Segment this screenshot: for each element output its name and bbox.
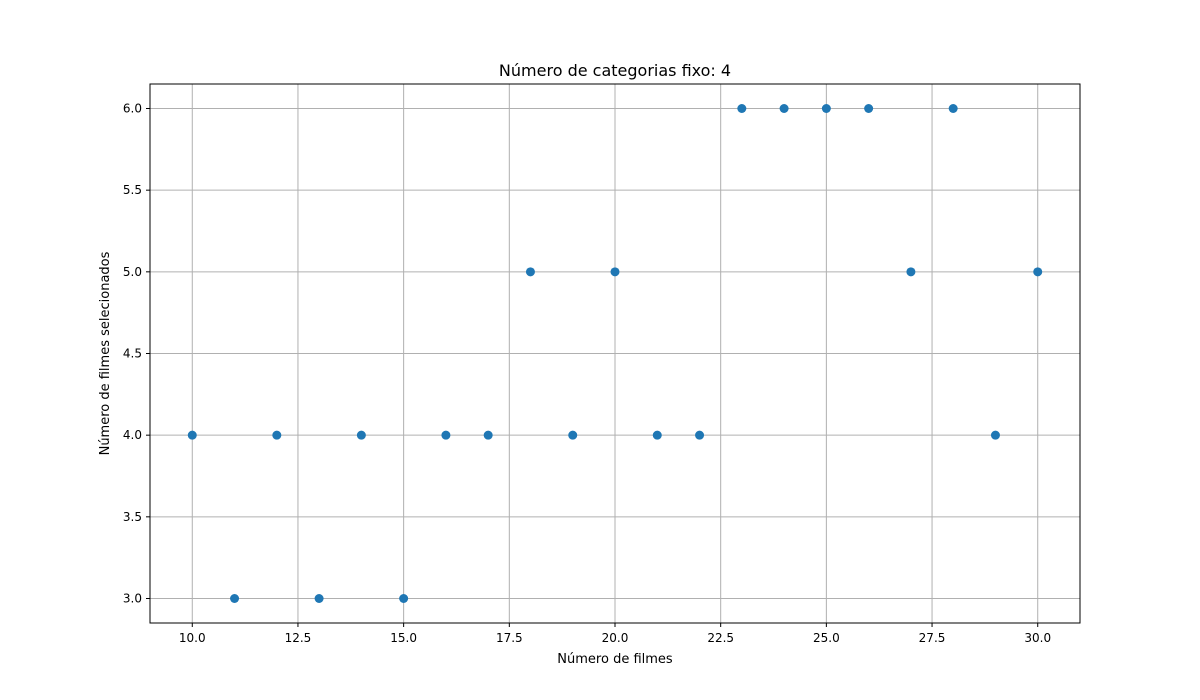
data-point [568,430,578,440]
x-tick-label: 10.0 [179,631,206,645]
y-tick-label: 5.0 [123,265,142,279]
data-point [314,594,324,603]
y-tick-label: 3.5 [123,510,142,524]
x-tick-label: 25.0 [813,631,840,645]
x-tick-label: 30.0 [1024,631,1051,645]
data-point [737,104,747,113]
data-point [610,267,620,277]
data-point [399,594,409,603]
data-point [864,104,874,113]
data-point [525,267,535,277]
data-point [906,267,916,277]
chart-title: Número de categorias fixo: 4 [499,61,731,80]
data-point [483,430,493,440]
data-point [990,430,1000,440]
x-tick-label: 22.5 [707,631,734,645]
y-axis-label: Número de filmes selecionados [98,251,113,455]
y-tick-label: 5.5 [123,183,142,197]
y-tick-label: 6.0 [123,102,142,116]
axis-ticks: 10.0 12.5 15.0 17.5 20.0 22.5 25.0 27.5 30.0 3.0 3… [123,102,1051,646]
y-tick-label: 3.0 [123,592,142,606]
y-tick-label: 4.0 [123,428,142,442]
data-point [187,430,197,440]
y-tick-label: 4.5 [123,347,142,361]
data-point [948,104,958,113]
x-tick-label: 17.5 [496,631,523,645]
x-tick-label: 15.0 [390,631,417,645]
x-tick-label: 20.0 [602,631,629,645]
data-point [272,430,282,440]
x-axis-label: Número de filmes [557,652,673,667]
data-point [779,104,789,113]
data-point [1033,267,1043,277]
data-points [187,104,1043,603]
data-point [230,594,240,603]
x-tick-label: 12.5 [285,631,312,645]
data-point [356,430,366,440]
data-point [652,430,662,440]
x-tick-label: 27.5 [919,631,946,645]
data-point [821,104,831,113]
data-point [441,430,451,440]
data-point [695,430,705,440]
